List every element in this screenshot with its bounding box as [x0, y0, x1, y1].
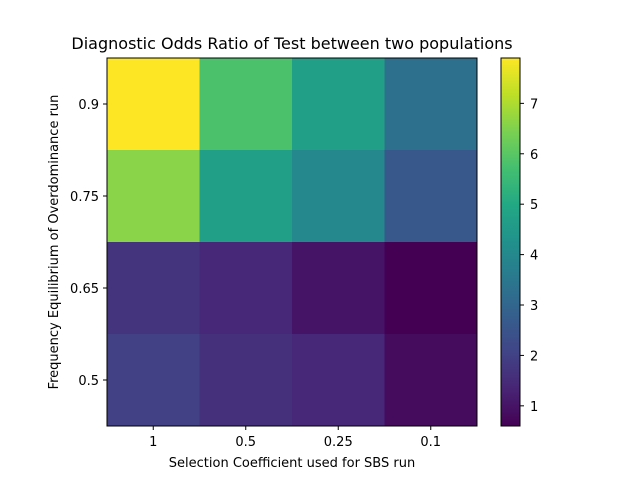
colorbar-tick-label: 1 [530, 400, 538, 415]
colorbar-tick-label: 5 [530, 198, 538, 213]
y-tick-label: 0.9 [78, 98, 99, 113]
heatmap-cell [292, 242, 385, 335]
x-axis-ticks: 1 0.5 0.25 0.1 [149, 426, 441, 450]
heatmap-cell [107, 58, 200, 151]
heatmap-cell [384, 334, 478, 427]
heatmap-cell [199, 334, 293, 427]
heatmap-cell [199, 58, 293, 151]
heatmap-cell [384, 242, 478, 335]
heatmap-cells [107, 58, 478, 427]
heatmap-cell [292, 334, 385, 427]
heatmap-cell [292, 58, 385, 151]
heatmap-cell [107, 334, 200, 427]
y-tick-label: 0.65 [70, 282, 99, 297]
y-tick-label: 0.75 [70, 190, 99, 205]
x-tick-label: 0.25 [324, 435, 353, 450]
heatmap-cell [199, 242, 293, 335]
x-tick-label: 0.5 [235, 435, 256, 450]
colorbar-tick-label: 4 [530, 249, 538, 264]
colorbar-tick-label: 2 [530, 349, 538, 364]
x-tick-label: 0.1 [420, 435, 441, 450]
heatmap-cell [107, 150, 200, 243]
colorbar-tick-label: 6 [530, 148, 538, 163]
heatmap-cell [384, 58, 478, 151]
colorbar-tick-label: 3 [530, 299, 538, 314]
heatmap-cell [292, 150, 385, 243]
heatmap-cell [384, 150, 478, 243]
colorbar [500, 57, 521, 427]
y-axis-label: Frequency Equilibrium of Overdominance r… [47, 95, 62, 390]
y-axis-ticks: 0.9 0.75 0.65 0.5 [70, 98, 107, 389]
heatmap-cell [199, 150, 293, 243]
chart-title: Diagnostic Odds Ratio of Test between tw… [71, 34, 512, 53]
y-tick-label: 0.5 [78, 374, 99, 389]
heatmap-cell [107, 242, 200, 335]
plot-frame [106, 57, 478, 427]
colorbar-tick-label: 7 [530, 97, 538, 112]
colorbar-ticks: 1 2 3 4 5 6 7 [520, 97, 538, 415]
x-axis-label: Selection Coefficient used for SBS run [169, 456, 415, 471]
x-tick-label: 1 [149, 435, 157, 450]
